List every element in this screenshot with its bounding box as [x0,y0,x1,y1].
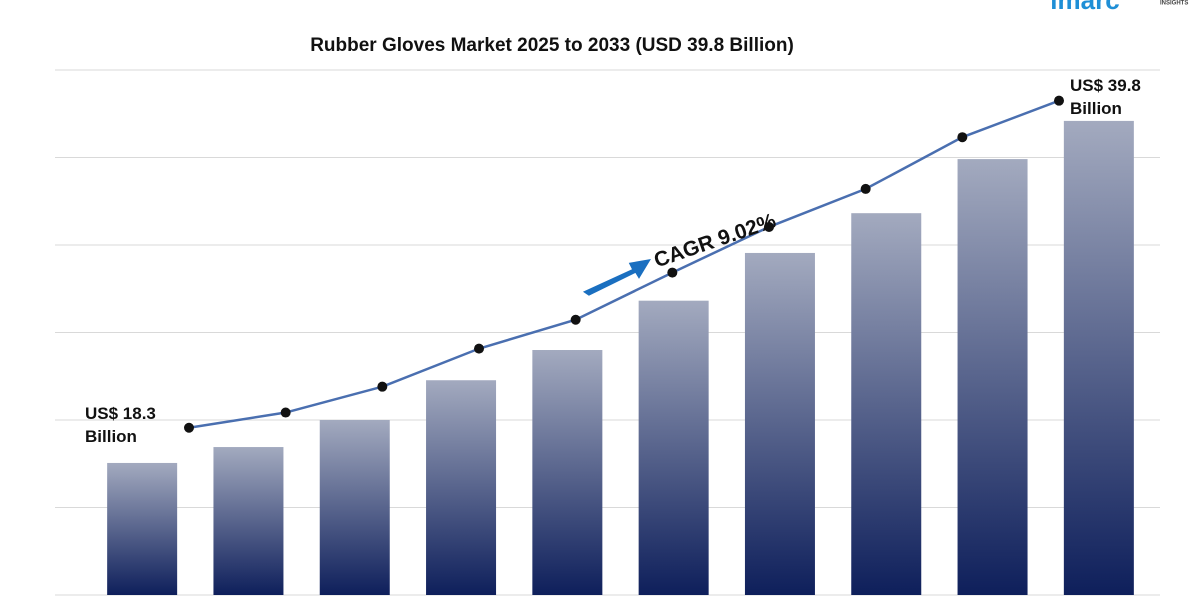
bar [851,213,922,595]
trend-line [188,99,1060,429]
bar [638,300,709,595]
annotation-line: US$ 18.3 [85,404,156,423]
cagr-arrow [582,258,651,296]
bar [532,350,603,595]
bar [744,252,815,596]
trend-marker [667,267,678,278]
bar [957,159,1028,595]
trend-marker [280,407,291,418]
annotation-line: Billion [85,427,137,446]
trend-marker [570,314,581,325]
bar [1063,120,1134,595]
bar [426,380,497,595]
annotation: US$ 18.3 Billion [85,404,156,446]
trend-marker [1054,95,1064,106]
annotation-line: US$ 39.8 [1070,76,1141,95]
bar [107,462,178,595]
trend-marker [184,422,194,433]
trend-marker [860,183,871,194]
trend-marker [474,343,484,354]
bar [319,420,390,595]
bar [213,447,284,595]
trend-marker [957,132,968,143]
annotation-line: Billion [1070,99,1122,118]
chart-title: Rubber Gloves Market 2025 to 2033 (USD 3… [310,35,794,56]
trend-marker [377,381,388,392]
annotation: US$ 39.8 Billion [1070,76,1141,118]
trend-marker [764,221,774,232]
logo-subtitle: INSIGHTS [1160,1,1188,7]
logo: imarc [1050,0,1119,15]
